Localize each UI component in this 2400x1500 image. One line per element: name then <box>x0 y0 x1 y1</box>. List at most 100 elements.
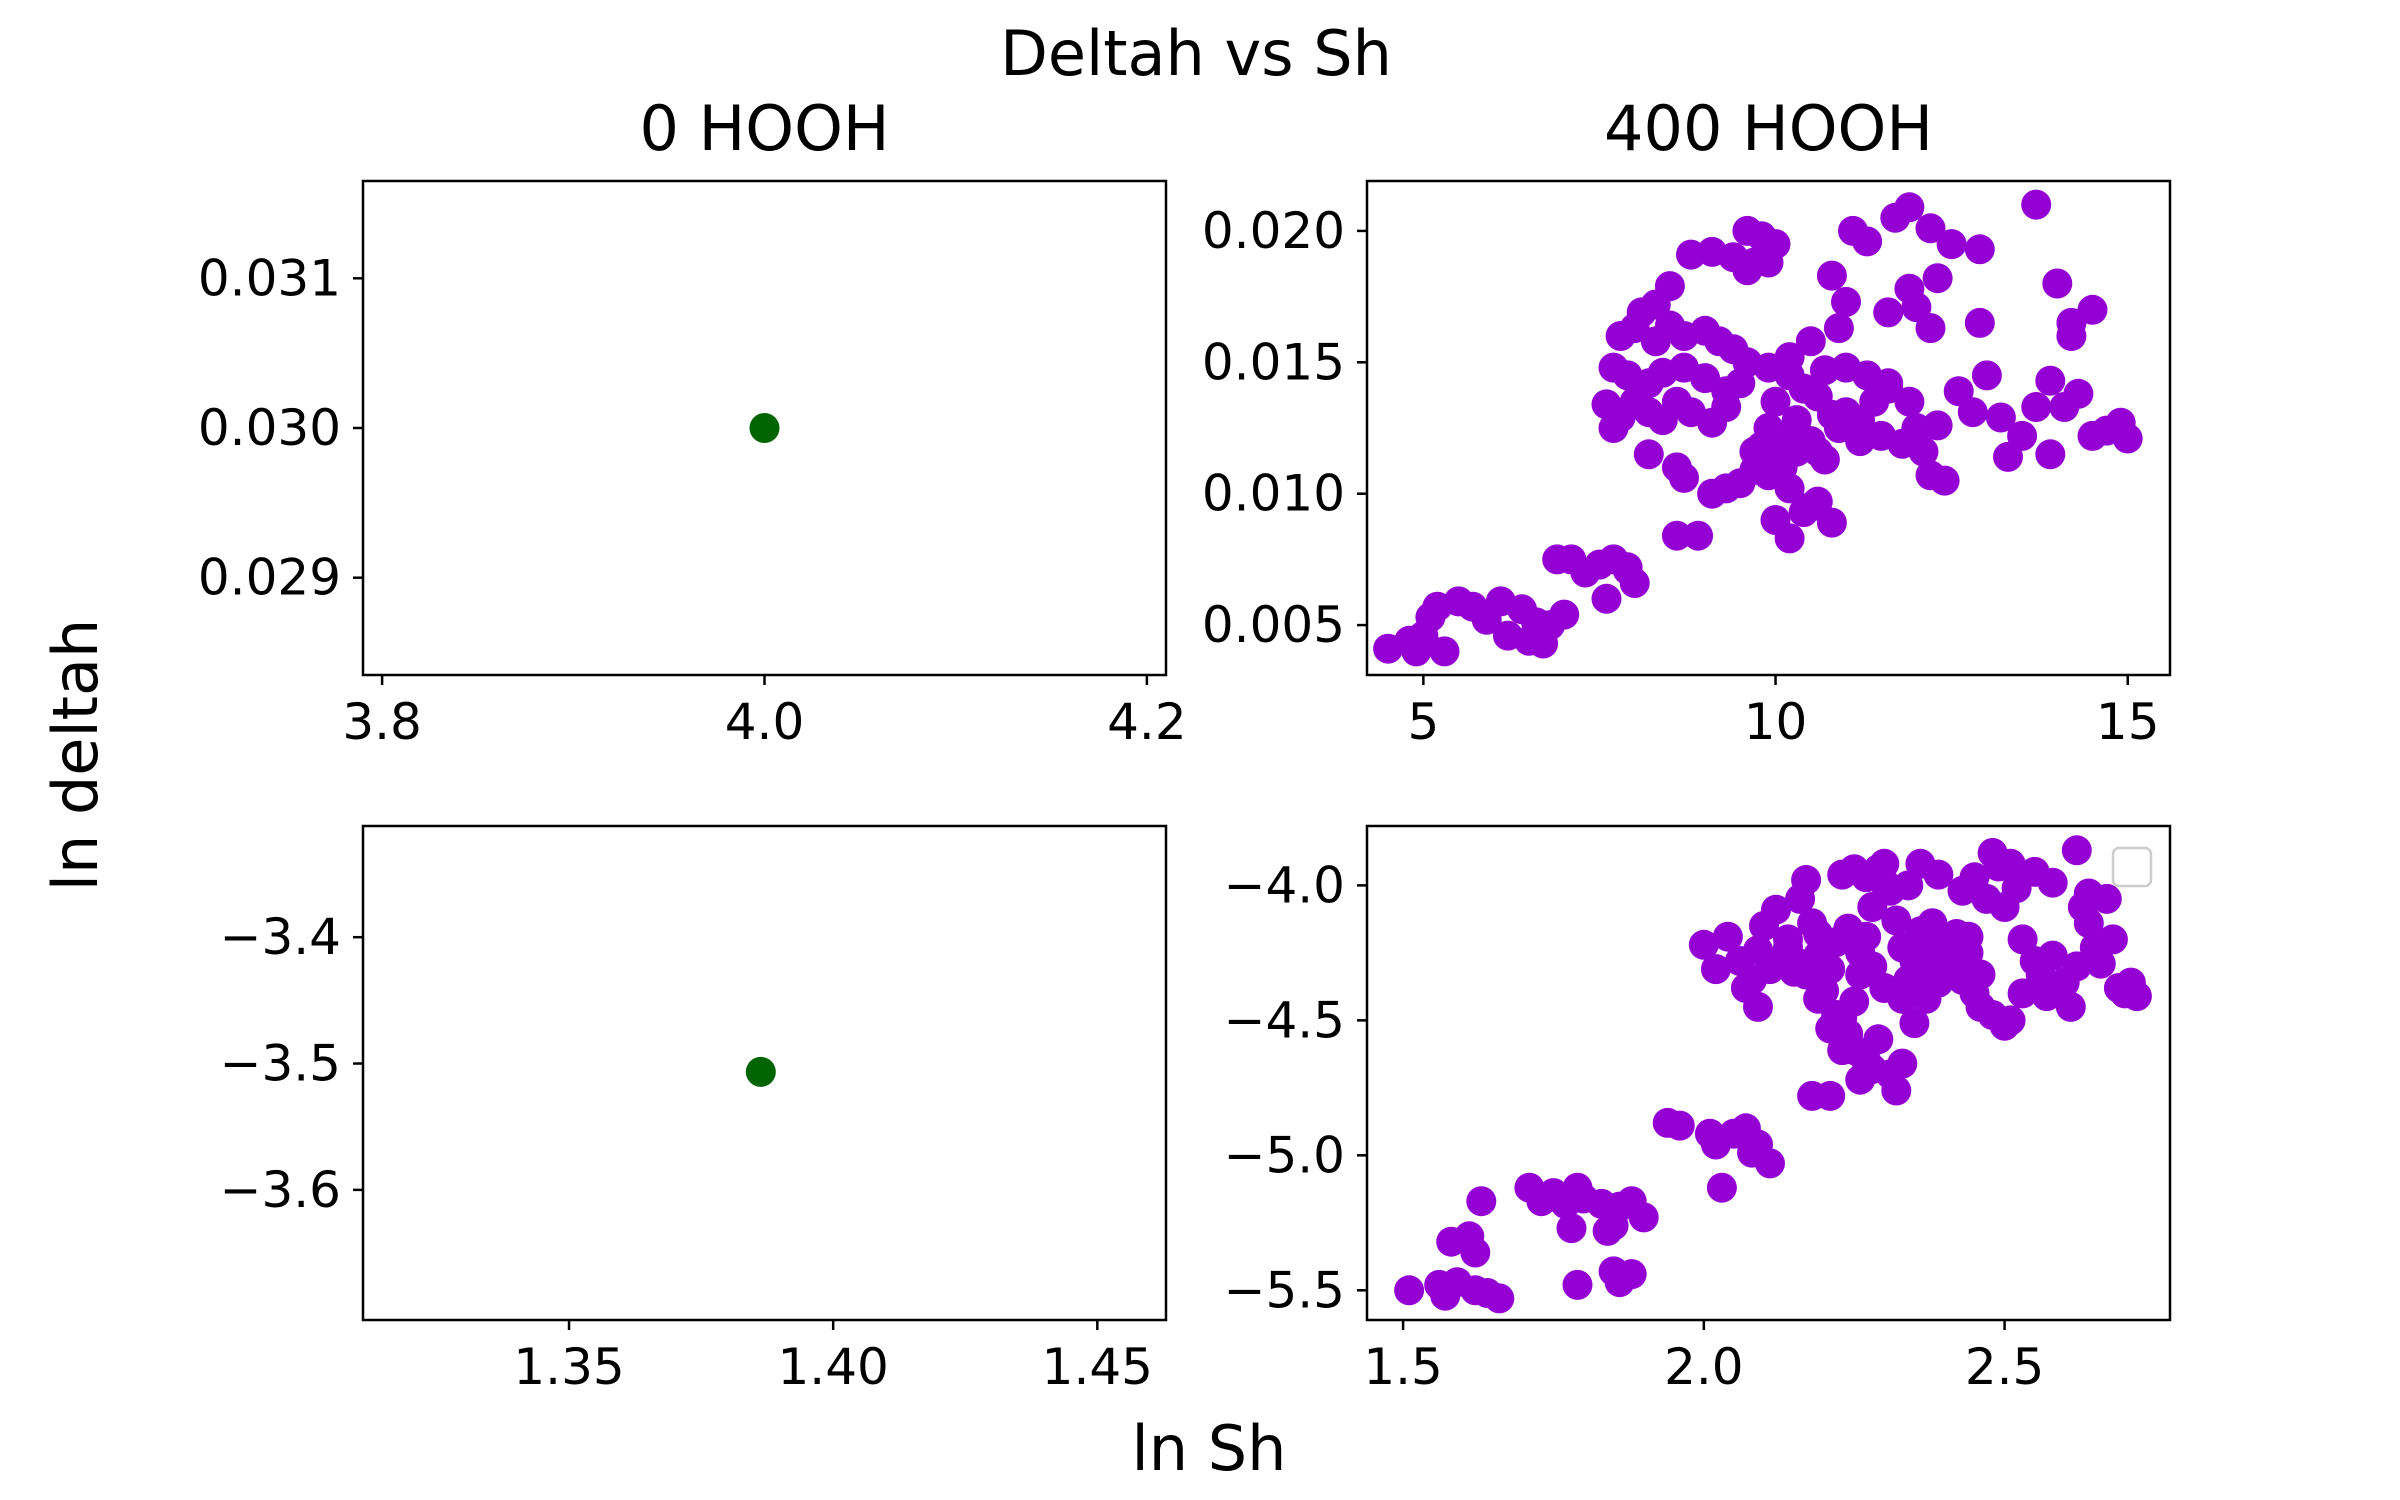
scatter-point <box>2035 365 2066 396</box>
scatter-point <box>1929 465 1960 496</box>
panel-top-left: 0 HOOH 3.8 4.0 4.2 0.029 0.030 0.031 <box>198 92 1187 751</box>
scatter-point <box>1827 1002 1858 1033</box>
x-tick-label: 4.2 <box>1107 693 1187 751</box>
scatter-point <box>2121 981 2152 1012</box>
x-tick-label: 2.0 <box>1664 1338 1744 1396</box>
scatter-point <box>1831 286 1861 317</box>
scatter-point <box>1803 983 1834 1014</box>
scatter-point <box>1556 1213 1587 1244</box>
scatter-point <box>1633 439 1664 470</box>
scatter-point <box>2073 878 2104 909</box>
x-tick-label: 1.40 <box>778 1338 889 1396</box>
scatter-point <box>1774 473 1805 504</box>
scatter-point <box>1815 954 1846 985</box>
scatter-point <box>1605 321 1636 351</box>
scatter-point <box>1845 426 1876 457</box>
scatter-point <box>1591 583 1622 614</box>
x-tick-label: 15 <box>2096 693 2160 751</box>
scatter-point <box>1936 229 1967 260</box>
scatter-point <box>1401 636 1432 667</box>
axes-frame <box>1365 824 2172 1322</box>
scatter-point <box>1881 905 1912 936</box>
scatter-point <box>1562 1269 1593 1300</box>
x-tick-label: 10 <box>1744 693 1808 751</box>
scatter-point <box>1953 921 1984 952</box>
scatter-point <box>1838 215 1868 246</box>
scatter-point <box>1688 929 1719 960</box>
scatter-point <box>1816 507 1847 538</box>
scatter-point <box>1785 948 1816 979</box>
scatter-point <box>1791 865 1822 895</box>
scatter-point <box>1394 1275 1425 1306</box>
scatter-point <box>1795 491 1826 522</box>
scatter-point <box>1964 307 1995 338</box>
scatter-point <box>2007 420 2038 451</box>
scatter-point <box>1880 202 1911 233</box>
scatter-point <box>1760 386 1791 417</box>
scatter-point <box>1923 859 1954 890</box>
panel-bottom-right: 1.5 2.0 2.5 −4.0 −4.5 −5.0 −5.5 <box>1224 824 2172 1396</box>
scatter-point <box>1915 313 1946 344</box>
scatter-point <box>1802 436 1833 467</box>
scatter-point <box>1894 386 1925 417</box>
scatter-point <box>1598 413 1629 443</box>
scatter-point <box>2035 439 2066 470</box>
scatter-point <box>2037 867 2068 898</box>
scatter-point <box>1985 402 2016 433</box>
scatter-point <box>1863 1024 1894 1055</box>
scatter-point <box>1915 213 1946 244</box>
scatter-point <box>2055 991 2086 1022</box>
scatter-point <box>1899 959 1930 990</box>
scatter-point <box>1460 1237 1491 1268</box>
scatter-point <box>1592 1215 1623 1246</box>
scatter-series <box>745 1056 776 1087</box>
y-tick-label: −3.4 <box>220 908 341 966</box>
scatter-point <box>1941 951 1972 982</box>
scatter-series <box>1394 835 2152 1314</box>
x-tick-label: 5 <box>1407 693 1439 751</box>
y-tick-label: −3.5 <box>220 1035 341 1093</box>
scatter-point <box>1887 983 1918 1014</box>
y-tick-label: −5.0 <box>1224 1126 1345 1184</box>
scatter-point <box>2042 268 2073 299</box>
scatter-point <box>1964 234 1995 265</box>
scatter-point <box>1959 862 1990 893</box>
scatter-point <box>1922 410 1953 441</box>
scatter-point <box>1943 376 1974 407</box>
scatter-point <box>1881 1075 1912 1106</box>
y-tick-label: 0.015 <box>1202 333 1345 391</box>
scatter-point <box>1971 360 2002 391</box>
figure-xlabel: ln Sh <box>1132 1412 1287 1485</box>
scatter-point <box>1753 247 1784 278</box>
scatter-point <box>2061 835 2092 866</box>
scatter-point <box>1664 1110 1695 1141</box>
scatter-point <box>1887 1048 1918 1079</box>
scatter-point <box>1737 1137 1767 1168</box>
y-tick-label: −3.6 <box>220 1161 341 1219</box>
scatter-point <box>1711 392 1742 422</box>
figure-title: Deltah vs Sh <box>1000 17 1392 90</box>
scatter-point <box>1857 1054 1888 1084</box>
scatter-point <box>1676 239 1706 270</box>
x-tick-label: 2.5 <box>1965 1338 2045 1396</box>
scatter-point <box>1612 552 1643 583</box>
y-tick-label: 0.005 <box>1202 596 1345 654</box>
panel-bottom-left: 1.35 1.40 1.45 −3.4 −3.5 −3.6 <box>220 824 1168 1396</box>
y-tick-label: −4.0 <box>1224 856 1345 914</box>
scatter-point <box>1616 1259 1647 1290</box>
scatter-point <box>1816 260 1847 291</box>
scatter-point <box>1683 520 1714 551</box>
scatter-point <box>1815 1080 1846 1111</box>
scatter-point <box>2007 978 2038 1009</box>
scatter-point <box>1739 436 1770 467</box>
scatter-point <box>1995 848 2026 879</box>
scatter-point <box>1466 1186 1497 1217</box>
y-tick-label: −4.5 <box>1224 991 1345 1049</box>
y-tick-label: 0.010 <box>1202 465 1345 523</box>
y-tick-label: 0.030 <box>198 399 341 457</box>
scatter-point <box>745 1056 776 1087</box>
x-tick-label: 4.0 <box>725 693 805 751</box>
scatter-point <box>1908 436 1939 467</box>
scatter-point <box>749 413 780 443</box>
scatter-series <box>1373 189 2143 667</box>
